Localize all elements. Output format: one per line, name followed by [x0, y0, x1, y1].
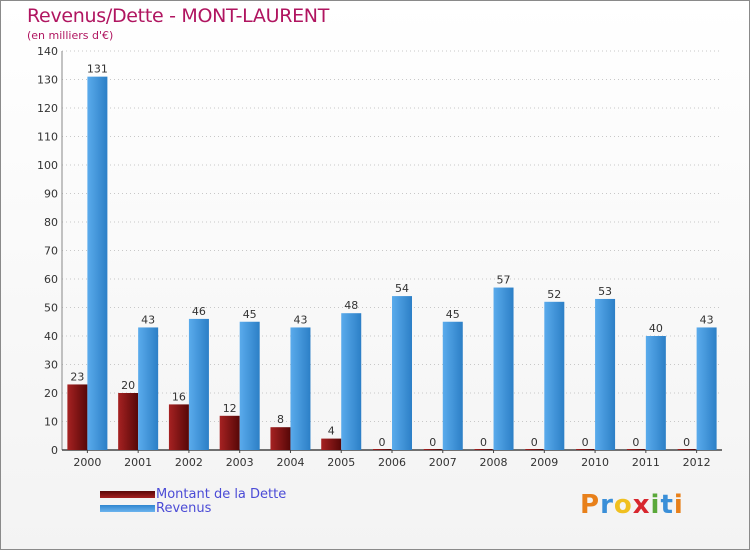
y-tick-100: 100 — [37, 159, 58, 172]
bar-dette-2008 — [474, 449, 493, 450]
y-tick-110: 110 — [37, 131, 58, 144]
proxiti-logo: Proxiti — [580, 490, 684, 520]
y-tick-50: 50 — [44, 302, 58, 315]
data-label-revenus-2002: 46 — [192, 305, 206, 318]
x-tick-2010: 2010 — [581, 456, 609, 469]
logo-letter: r — [600, 490, 614, 520]
y-tick-130: 130 — [37, 74, 58, 87]
bar-revenus-2011 — [645, 336, 666, 450]
x-tick-2004: 2004 — [276, 456, 304, 469]
bar-revenus-2003 — [239, 321, 260, 450]
data-label-dette-2002: 16 — [172, 390, 186, 403]
data-label-dette-2012: 0 — [683, 436, 690, 449]
bar-dette-2009 — [525, 449, 544, 450]
bar-revenus-2004 — [290, 327, 311, 450]
bar-revenus-2002 — [188, 318, 209, 450]
x-tick-2003: 2003 — [226, 456, 254, 469]
bar-revenus-2001 — [138, 327, 159, 450]
x-tick-2005: 2005 — [327, 456, 355, 469]
data-label-revenus-2010: 53 — [598, 285, 612, 298]
x-tick-2008: 2008 — [480, 456, 508, 469]
bar-dette-2001 — [118, 393, 139, 450]
data-label-revenus-2001: 43 — [141, 313, 155, 326]
data-label-dette-2008: 0 — [480, 436, 487, 449]
x-tick-2009: 2009 — [530, 456, 558, 469]
data-label-revenus-2003: 45 — [243, 308, 257, 321]
data-label-dette-2004: 8 — [277, 413, 284, 426]
legend-item-dette: Montant de la Dette — [100, 486, 287, 502]
data-label-revenus-2004: 43 — [293, 313, 307, 326]
logo-letter: o — [613, 490, 633, 520]
bar-dette-2007 — [423, 449, 442, 450]
legend-label-revenus: Revenus — [156, 500, 212, 516]
y-tick-140: 140 — [37, 45, 58, 58]
x-tick-2011: 2011 — [632, 456, 660, 469]
legend-swatch-revenus — [100, 504, 155, 512]
y-tick-30: 30 — [44, 359, 58, 372]
chart-subtitle: (en milliers d'€) — [27, 29, 114, 42]
bar-revenus-2000 — [87, 76, 108, 451]
legend-label-dette: Montant de la Dette — [156, 486, 287, 502]
data-label-dette-2011: 0 — [632, 436, 639, 449]
data-label-dette-2007: 0 — [429, 436, 436, 449]
bar-dette-2012 — [677, 449, 696, 450]
data-label-revenus-2007: 45 — [446, 308, 460, 321]
bar-revenus-2012 — [696, 327, 717, 450]
data-label-revenus-2008: 57 — [497, 274, 511, 287]
y-tick-20: 20 — [44, 387, 58, 400]
data-label-revenus-2000: 131 — [87, 63, 108, 76]
chart-title: Revenus/Dette - MONT-LAURENT — [27, 5, 330, 27]
legend-swatch-dette — [100, 490, 155, 498]
y-tick-40: 40 — [44, 330, 58, 343]
bar-revenus-2008 — [493, 287, 514, 450]
y-tick-80: 80 — [44, 216, 58, 229]
x-tick-2012: 2012 — [683, 456, 711, 469]
x-tick-2000: 2000 — [73, 456, 101, 469]
bar-revenus-2007 — [442, 321, 463, 450]
x-tick-2002: 2002 — [175, 456, 203, 469]
data-label-revenus-2011: 40 — [649, 322, 663, 335]
bar-dette-2006 — [373, 449, 391, 450]
data-label-dette-2000: 23 — [70, 370, 84, 383]
logo-letter: i — [673, 490, 684, 520]
bar-dette-2011 — [626, 449, 645, 450]
y-tick-70: 70 — [44, 245, 58, 258]
data-label-dette-2005: 4 — [328, 425, 335, 438]
data-label-dette-2009: 0 — [531, 436, 538, 449]
bar-revenus-2009 — [544, 301, 565, 450]
y-tick-60: 60 — [44, 273, 58, 286]
data-label-revenus-2009: 52 — [547, 288, 561, 301]
bar-dette-2000 — [67, 384, 88, 450]
y-tick-0: 0 — [51, 444, 58, 457]
data-label-dette-2003: 12 — [223, 402, 237, 415]
bar-dette-2002 — [168, 404, 189, 450]
x-tick-2006: 2006 — [378, 456, 406, 469]
logo-letter: i — [650, 490, 661, 520]
y-tick-120: 120 — [37, 102, 58, 115]
data-label-revenus-2006: 54 — [395, 282, 409, 295]
bar-dette-2005 — [321, 438, 342, 450]
logo-letter: P — [580, 490, 601, 520]
data-label-revenus-2005: 48 — [344, 299, 358, 312]
y-tick-10: 10 — [44, 416, 58, 429]
logo-letter: t — [660, 490, 674, 520]
bar-dette-2010 — [576, 449, 595, 450]
data-label-dette-2001: 20 — [121, 379, 135, 392]
x-tick-2007: 2007 — [429, 456, 457, 469]
bar-revenus-2010 — [595, 298, 616, 450]
data-label-dette-2010: 0 — [582, 436, 589, 449]
logo-letter: x — [632, 490, 651, 520]
legend-item-revenus: Revenus — [100, 500, 212, 516]
data-label-dette-2006: 0 — [379, 436, 386, 449]
y-tick-90: 90 — [44, 188, 58, 201]
data-label-revenus-2012: 43 — [700, 313, 714, 326]
bar-dette-2003 — [219, 415, 240, 450]
bar-revenus-2005 — [341, 313, 362, 450]
bar-revenus-2006 — [392, 296, 412, 450]
x-tick-2001: 2001 — [124, 456, 152, 469]
bar-dette-2004 — [270, 427, 291, 450]
